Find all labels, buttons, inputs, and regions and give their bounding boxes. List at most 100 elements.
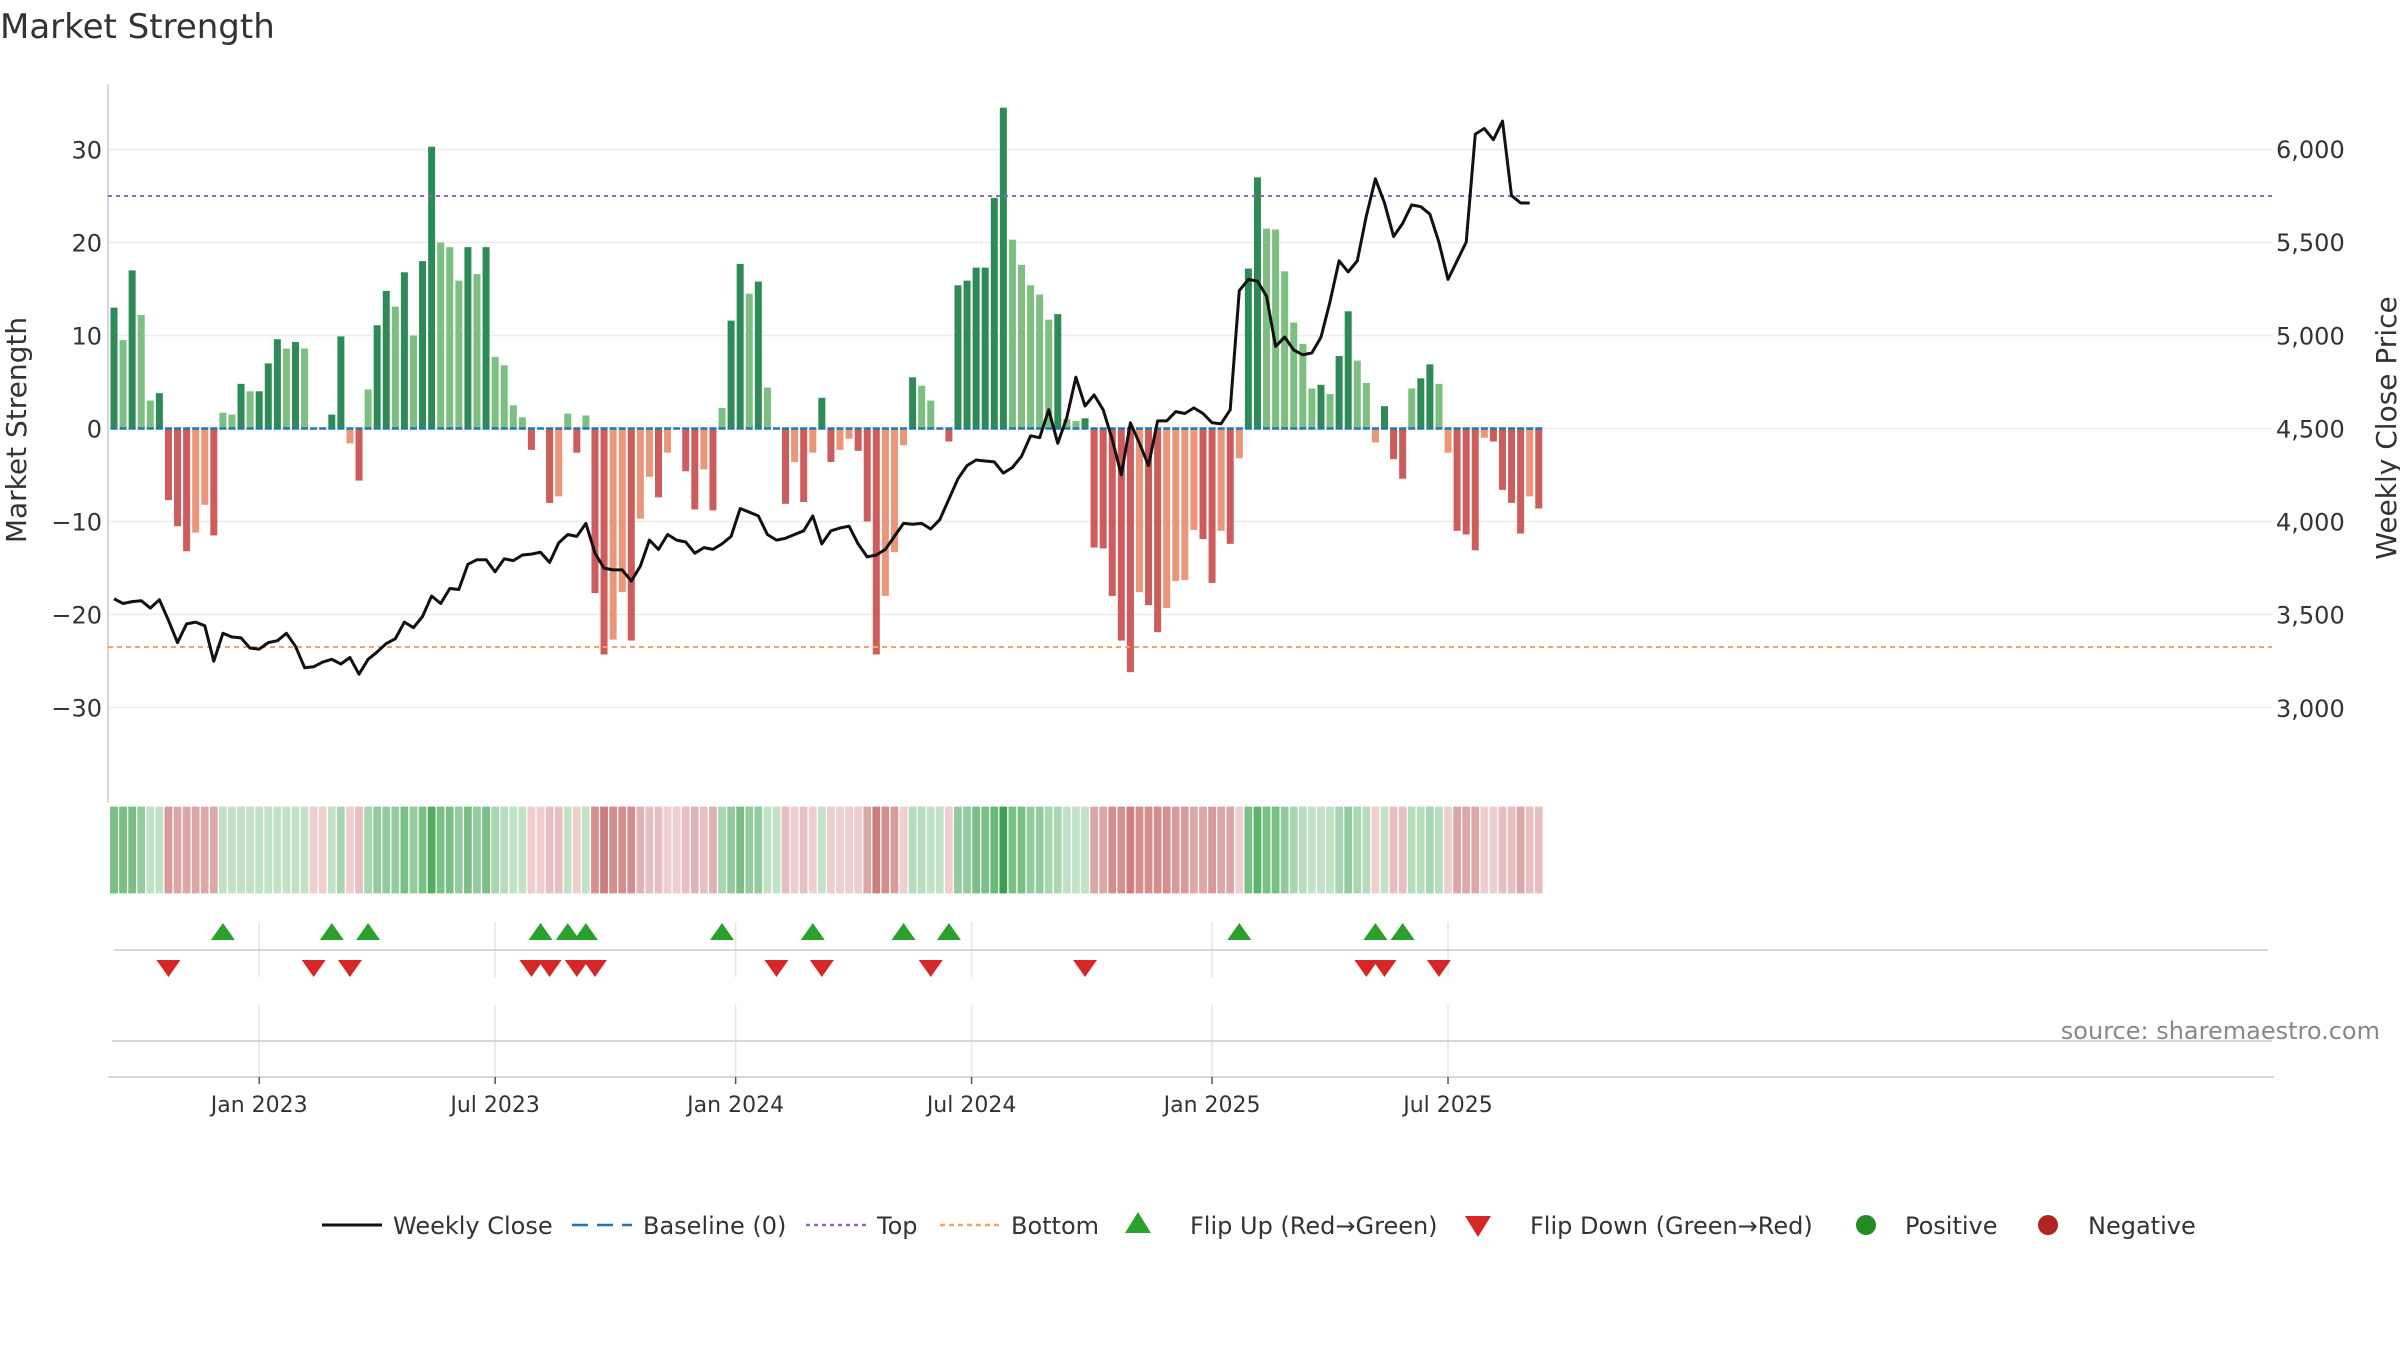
strength-bar	[110, 307, 118, 429]
strength-bar	[636, 428, 644, 519]
strength-bar	[981, 267, 989, 429]
band-cell	[626, 805, 637, 895]
legend-item-weekly-close: Weekly Close	[322, 1212, 553, 1240]
strength-bar	[473, 274, 481, 429]
flip-up-marker	[1227, 923, 1252, 940]
band-cell	[553, 805, 564, 895]
band-cell	[480, 805, 492, 895]
strength-bar	[1099, 428, 1107, 549]
strength-bar	[854, 428, 862, 451]
strength-bar	[518, 417, 526, 429]
strength-bar	[1353, 360, 1361, 429]
band-cell	[508, 805, 519, 895]
band-cell	[1125, 805, 1136, 895]
band-cell	[1506, 805, 1517, 895]
band-cell	[263, 805, 274, 895]
flip-down-marker	[537, 960, 562, 977]
band-cell	[1216, 805, 1227, 895]
band-cell	[190, 805, 201, 895]
strength-bar	[237, 383, 245, 429]
legend-item-positive: Positive	[1856, 1212, 1998, 1240]
strength-bar	[1489, 428, 1497, 442]
band-cell	[617, 805, 628, 895]
strength-bar	[954, 285, 962, 429]
right-tick-label: 6,000	[2276, 136, 2345, 164]
main-panel: 30 20 10 0 −10 −20 −30 6,000 5,500 5,000 4,500 4,0…	[0, 84, 2400, 803]
strength-bar	[763, 387, 771, 429]
svg-text:Baseline (0): Baseline (0)	[643, 1212, 786, 1240]
band-cell	[571, 805, 582, 895]
strength-bar	[1526, 428, 1534, 497]
band-cell	[1442, 805, 1454, 895]
band-cell	[1479, 805, 1490, 895]
strength-bar	[301, 348, 309, 429]
strength-bar	[1226, 428, 1234, 544]
flip-down-marker	[764, 960, 789, 977]
right-tick-label: 4,500	[2276, 415, 2345, 443]
band-cell	[680, 805, 691, 895]
positive-dot-icon	[1856, 1215, 1876, 1235]
strength-bar	[1008, 239, 1016, 429]
weekly-close-line	[113, 119, 1530, 676]
band-cell	[653, 805, 664, 895]
right-tick-label: 5,000	[2276, 322, 2345, 350]
strength-bar	[1063, 419, 1071, 429]
right-tick-label: 4,000	[2276, 509, 2345, 537]
svg-text:Top: Top	[876, 1212, 918, 1240]
strength-bar	[219, 412, 227, 429]
band-cell	[453, 805, 464, 895]
strength-bar	[836, 428, 844, 450]
strength-bar	[482, 247, 490, 429]
band-cell	[1533, 805, 1544, 895]
strength-bar	[890, 428, 898, 553]
band-cell	[235, 805, 247, 895]
band-cell	[989, 805, 1000, 895]
strength-bar	[736, 263, 744, 429]
strength-bar	[1453, 428, 1461, 531]
band-cell	[245, 805, 256, 895]
strength-bar	[273, 339, 281, 429]
band-cell	[335, 805, 346, 895]
band-cell	[1352, 805, 1363, 895]
strength-bar	[1208, 428, 1216, 583]
strength-bar	[564, 413, 572, 429]
band-cell	[490, 805, 501, 895]
strength-bar	[1299, 343, 1307, 429]
strength-bar	[246, 391, 254, 429]
band-cell	[1179, 805, 1190, 895]
band-cell	[535, 805, 546, 895]
band-cell	[698, 805, 709, 895]
strength-bar	[618, 428, 626, 593]
band-cell	[1098, 805, 1109, 895]
strength-bar	[282, 348, 290, 429]
svg-text:Flip Up (Red→Green): Flip Up (Red→Green)	[1190, 1212, 1438, 1240]
strength-bar	[491, 356, 499, 429]
strength-bar	[1381, 406, 1388, 429]
strength-bar	[645, 428, 653, 477]
strength-bar	[863, 428, 871, 522]
strength-bar	[391, 306, 399, 429]
strength-bar	[464, 247, 472, 429]
band-cell	[517, 805, 528, 895]
band-cell	[1243, 805, 1254, 895]
band-cell	[1270, 805, 1281, 895]
strength-bar	[1426, 364, 1434, 429]
strength-bar	[700, 428, 708, 470]
band-cell	[943, 805, 955, 895]
flip-down-marker	[337, 960, 362, 977]
band-cell	[199, 805, 210, 895]
flip-up-marker	[356, 923, 381, 940]
strength-bar	[1272, 229, 1280, 429]
right-axis-title: Weekly Close Price	[2370, 296, 2400, 559]
strength-bar	[1145, 428, 1153, 606]
band-cell	[807, 805, 818, 895]
flip-down-marker	[918, 960, 943, 977]
band-cell	[1524, 805, 1535, 895]
strength-bar	[1199, 428, 1207, 540]
band-cell	[1451, 805, 1463, 895]
x-tick-label: Jan 2023	[209, 1093, 308, 1118]
band-cell	[344, 805, 356, 895]
band-cell	[598, 805, 610, 895]
flip-down-marker	[809, 960, 834, 977]
strength-bar	[337, 336, 345, 429]
